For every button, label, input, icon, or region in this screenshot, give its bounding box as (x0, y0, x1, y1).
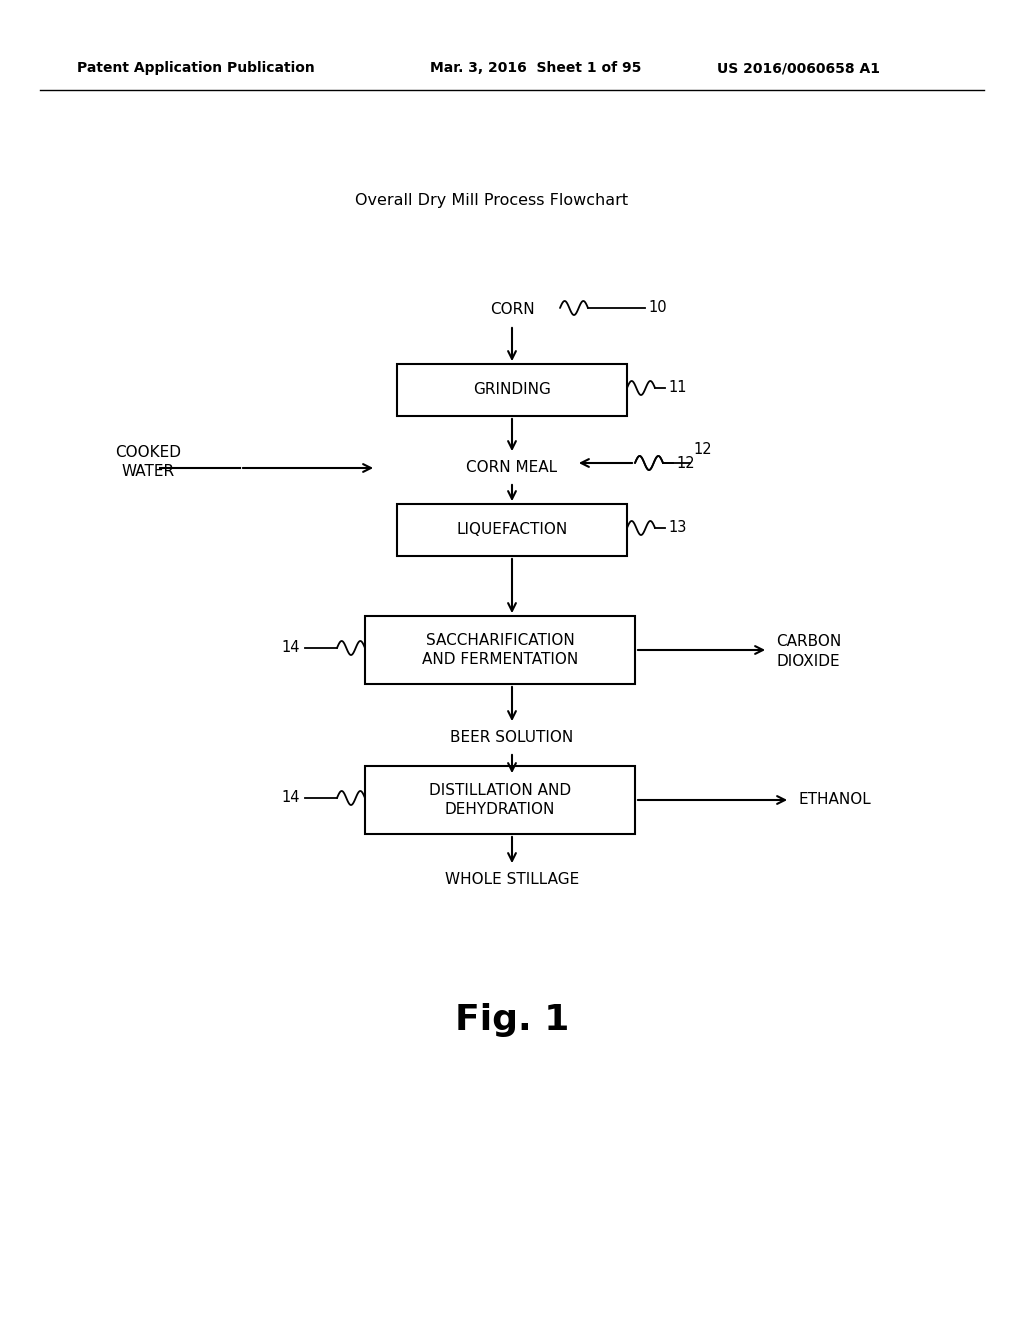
Text: CARBON: CARBON (776, 634, 842, 648)
Text: DISTILLATION AND
DEHYDRATION: DISTILLATION AND DEHYDRATION (429, 783, 571, 817)
Text: CORN MEAL: CORN MEAL (467, 461, 557, 475)
Text: SACCHARIFICATION
AND FERMENTATION: SACCHARIFICATION AND FERMENTATION (422, 632, 579, 668)
Text: 10: 10 (648, 301, 667, 315)
Text: 12: 12 (693, 442, 712, 458)
Bar (397, 364, 627, 416)
Text: Patent Application Publication: Patent Application Publication (77, 61, 314, 75)
Text: DIOXIDE: DIOXIDE (776, 653, 840, 668)
Text: COOKED
WATER: COOKED WATER (115, 445, 181, 479)
Text: GRINDING: GRINDING (473, 383, 551, 397)
Bar (397, 504, 627, 556)
Text: CORN: CORN (489, 302, 535, 318)
Text: Mar. 3, 2016  Sheet 1 of 95: Mar. 3, 2016 Sheet 1 of 95 (430, 61, 641, 75)
Text: BEER SOLUTION: BEER SOLUTION (451, 730, 573, 746)
Text: WHOLE STILLAGE: WHOLE STILLAGE (444, 873, 580, 887)
Text: Fig. 1: Fig. 1 (455, 1003, 569, 1038)
Text: 14: 14 (282, 640, 300, 656)
Bar (365, 766, 635, 834)
Text: 14: 14 (282, 791, 300, 805)
Bar (365, 616, 635, 684)
Text: 11: 11 (668, 380, 686, 396)
Text: ETHANOL: ETHANOL (798, 792, 870, 808)
Text: 12: 12 (676, 455, 694, 470)
Text: 13: 13 (668, 520, 686, 536)
Text: LIQUEFACTION: LIQUEFACTION (457, 523, 567, 537)
Text: US 2016/0060658 A1: US 2016/0060658 A1 (717, 61, 880, 75)
Text: Overall Dry Mill Process Flowchart: Overall Dry Mill Process Flowchart (355, 193, 629, 207)
